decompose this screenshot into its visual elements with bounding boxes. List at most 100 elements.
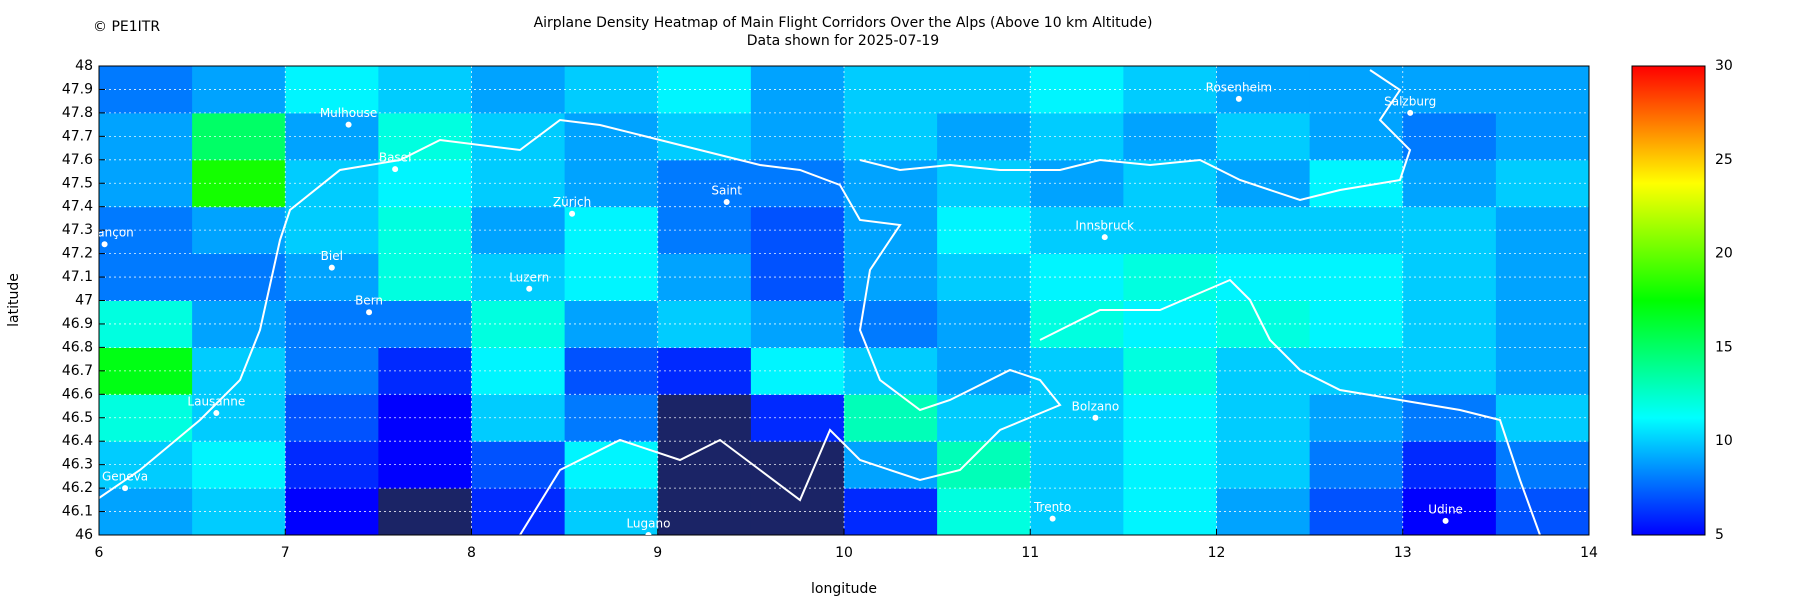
heat-cell: [937, 394, 1031, 442]
city-dot: [1092, 414, 1099, 421]
heat-cell: [937, 253, 1031, 301]
colorbar-tick-label: 5: [1715, 527, 1724, 543]
y-tick-label: 48: [75, 58, 93, 74]
city-dot: [101, 241, 108, 248]
city-dot: [366, 309, 373, 316]
heat-cell: [1495, 300, 1589, 348]
colorbar-tick-label: 30: [1715, 58, 1733, 74]
city-label: Biel: [321, 249, 343, 263]
heatmap: [99, 66, 1589, 535]
heat-cell: [937, 206, 1031, 255]
heat-cell: [192, 347, 286, 395]
x-tick-label: 12: [1208, 545, 1226, 561]
city-dot: [1049, 515, 1056, 522]
city-label: Innsbruck: [1075, 219, 1134, 233]
y-tick-label: 46.5: [62, 410, 93, 426]
city-dot: [1235, 95, 1242, 102]
y-tick-label: 46.3: [62, 457, 93, 473]
city-dot: [1101, 234, 1108, 241]
y-tick-label: 47.7: [62, 128, 93, 144]
y-tick-label: 47.3: [62, 222, 93, 238]
y-tick-label: 47.4: [62, 199, 93, 215]
heat-cell: [1495, 112, 1589, 161]
heat-cell: [1495, 441, 1589, 489]
city-dot: [345, 121, 352, 128]
y-tick-label: 46.2: [62, 480, 93, 496]
x-tick-label: 10: [835, 545, 853, 561]
city-label: Trento: [1033, 500, 1071, 514]
heat-cell: [192, 206, 286, 255]
x-tick-label: 11: [1021, 545, 1039, 561]
heat-cell: [1495, 394, 1589, 442]
city-label: Saint: [711, 184, 742, 198]
y-tick-label: 47.8: [62, 105, 93, 121]
y-tick-label: 47.9: [62, 81, 93, 97]
city-label: Rosenheim: [1206, 80, 1272, 94]
x-tick-label: 9: [653, 545, 662, 561]
axes: 6 7 8 9 10 11 12 13 14 46 46.1 46.2 46.3 46.4 46.5 46.6…: [62, 58, 1733, 561]
heat-cell: [750, 441, 845, 489]
heat-cell: [937, 300, 1031, 348]
y-tick-label: 46.4: [62, 433, 93, 449]
y-tick-label: 46: [75, 527, 93, 543]
heat-cell: [1495, 66, 1589, 114]
heat-cell: [1495, 159, 1589, 208]
heat-cell: [750, 66, 845, 114]
y-tick-label: 46.6: [62, 386, 93, 402]
chart-title: Airplane Density Heatmap of Main Flight …: [534, 15, 1153, 31]
x-tick-label: 7: [281, 545, 290, 561]
y-tick-label: 47: [75, 293, 93, 309]
colorbar-tick-label: 10: [1715, 433, 1733, 449]
heat-cell: [937, 441, 1031, 489]
city-dot: [1407, 109, 1414, 116]
heat-cell: [750, 112, 845, 161]
city-label: Bern: [355, 294, 383, 308]
city-dot: [1442, 517, 1449, 524]
city-dot: [213, 410, 220, 417]
city-dot: [569, 210, 576, 217]
y-tick-label: 47.2: [62, 246, 93, 262]
x-axis-label: longitude: [811, 581, 877, 597]
cities: Besançon Mulhouse Basel Biel Bern Lausanne Gen…: [75, 80, 1463, 535]
heat-cell: [750, 300, 845, 348]
x-tick-label: 8: [467, 545, 476, 561]
heat-cell: [1495, 488, 1589, 535]
colorbar-tick-label: 25: [1715, 152, 1733, 168]
city-label: Lugano: [626, 517, 670, 531]
x-tick-label: 13: [1394, 545, 1412, 561]
heat-cell: [192, 112, 286, 161]
heat-cell: [192, 488, 286, 535]
city-dot: [645, 532, 652, 535]
heat-cell: [1495, 206, 1589, 255]
city-label: Zürich: [553, 195, 591, 209]
heat-cell: [750, 347, 845, 395]
heat-cell: [750, 159, 845, 208]
colorbar: [1631, 65, 1706, 536]
city-dot: [392, 166, 399, 173]
heat-cell: [1495, 253, 1589, 301]
colorbar-tick-label: 20: [1715, 246, 1733, 262]
city-label: Basel: [379, 151, 412, 165]
heat-cell: [192, 441, 286, 489]
y-tick-label: 47.6: [62, 152, 93, 168]
chart-subtitle: Data shown for 2025-07-19: [747, 33, 939, 49]
city-label: Mulhouse: [320, 106, 377, 120]
heat-cell: [192, 300, 286, 348]
city-label: Geneva: [102, 470, 148, 484]
y-tick-label: 46.8: [62, 339, 93, 355]
x-tick-label: 14: [1580, 545, 1598, 561]
borders: [99, 69, 1541, 535]
city-label: Salzburg: [1384, 94, 1436, 108]
heat-cell: [937, 159, 1031, 208]
y-tick-label: 47.1: [62, 269, 93, 285]
city-label: Besançon: [75, 226, 133, 240]
city-label: Luzern: [509, 270, 549, 284]
heat-cell: [1495, 347, 1589, 395]
city-dot: [328, 264, 335, 271]
heat-cell: [937, 66, 1031, 114]
city-label: Bolzano: [1072, 399, 1120, 413]
heat-cell: [937, 488, 1031, 535]
y-axis-label: latitude: [6, 273, 22, 327]
heat-cell: [937, 347, 1031, 395]
